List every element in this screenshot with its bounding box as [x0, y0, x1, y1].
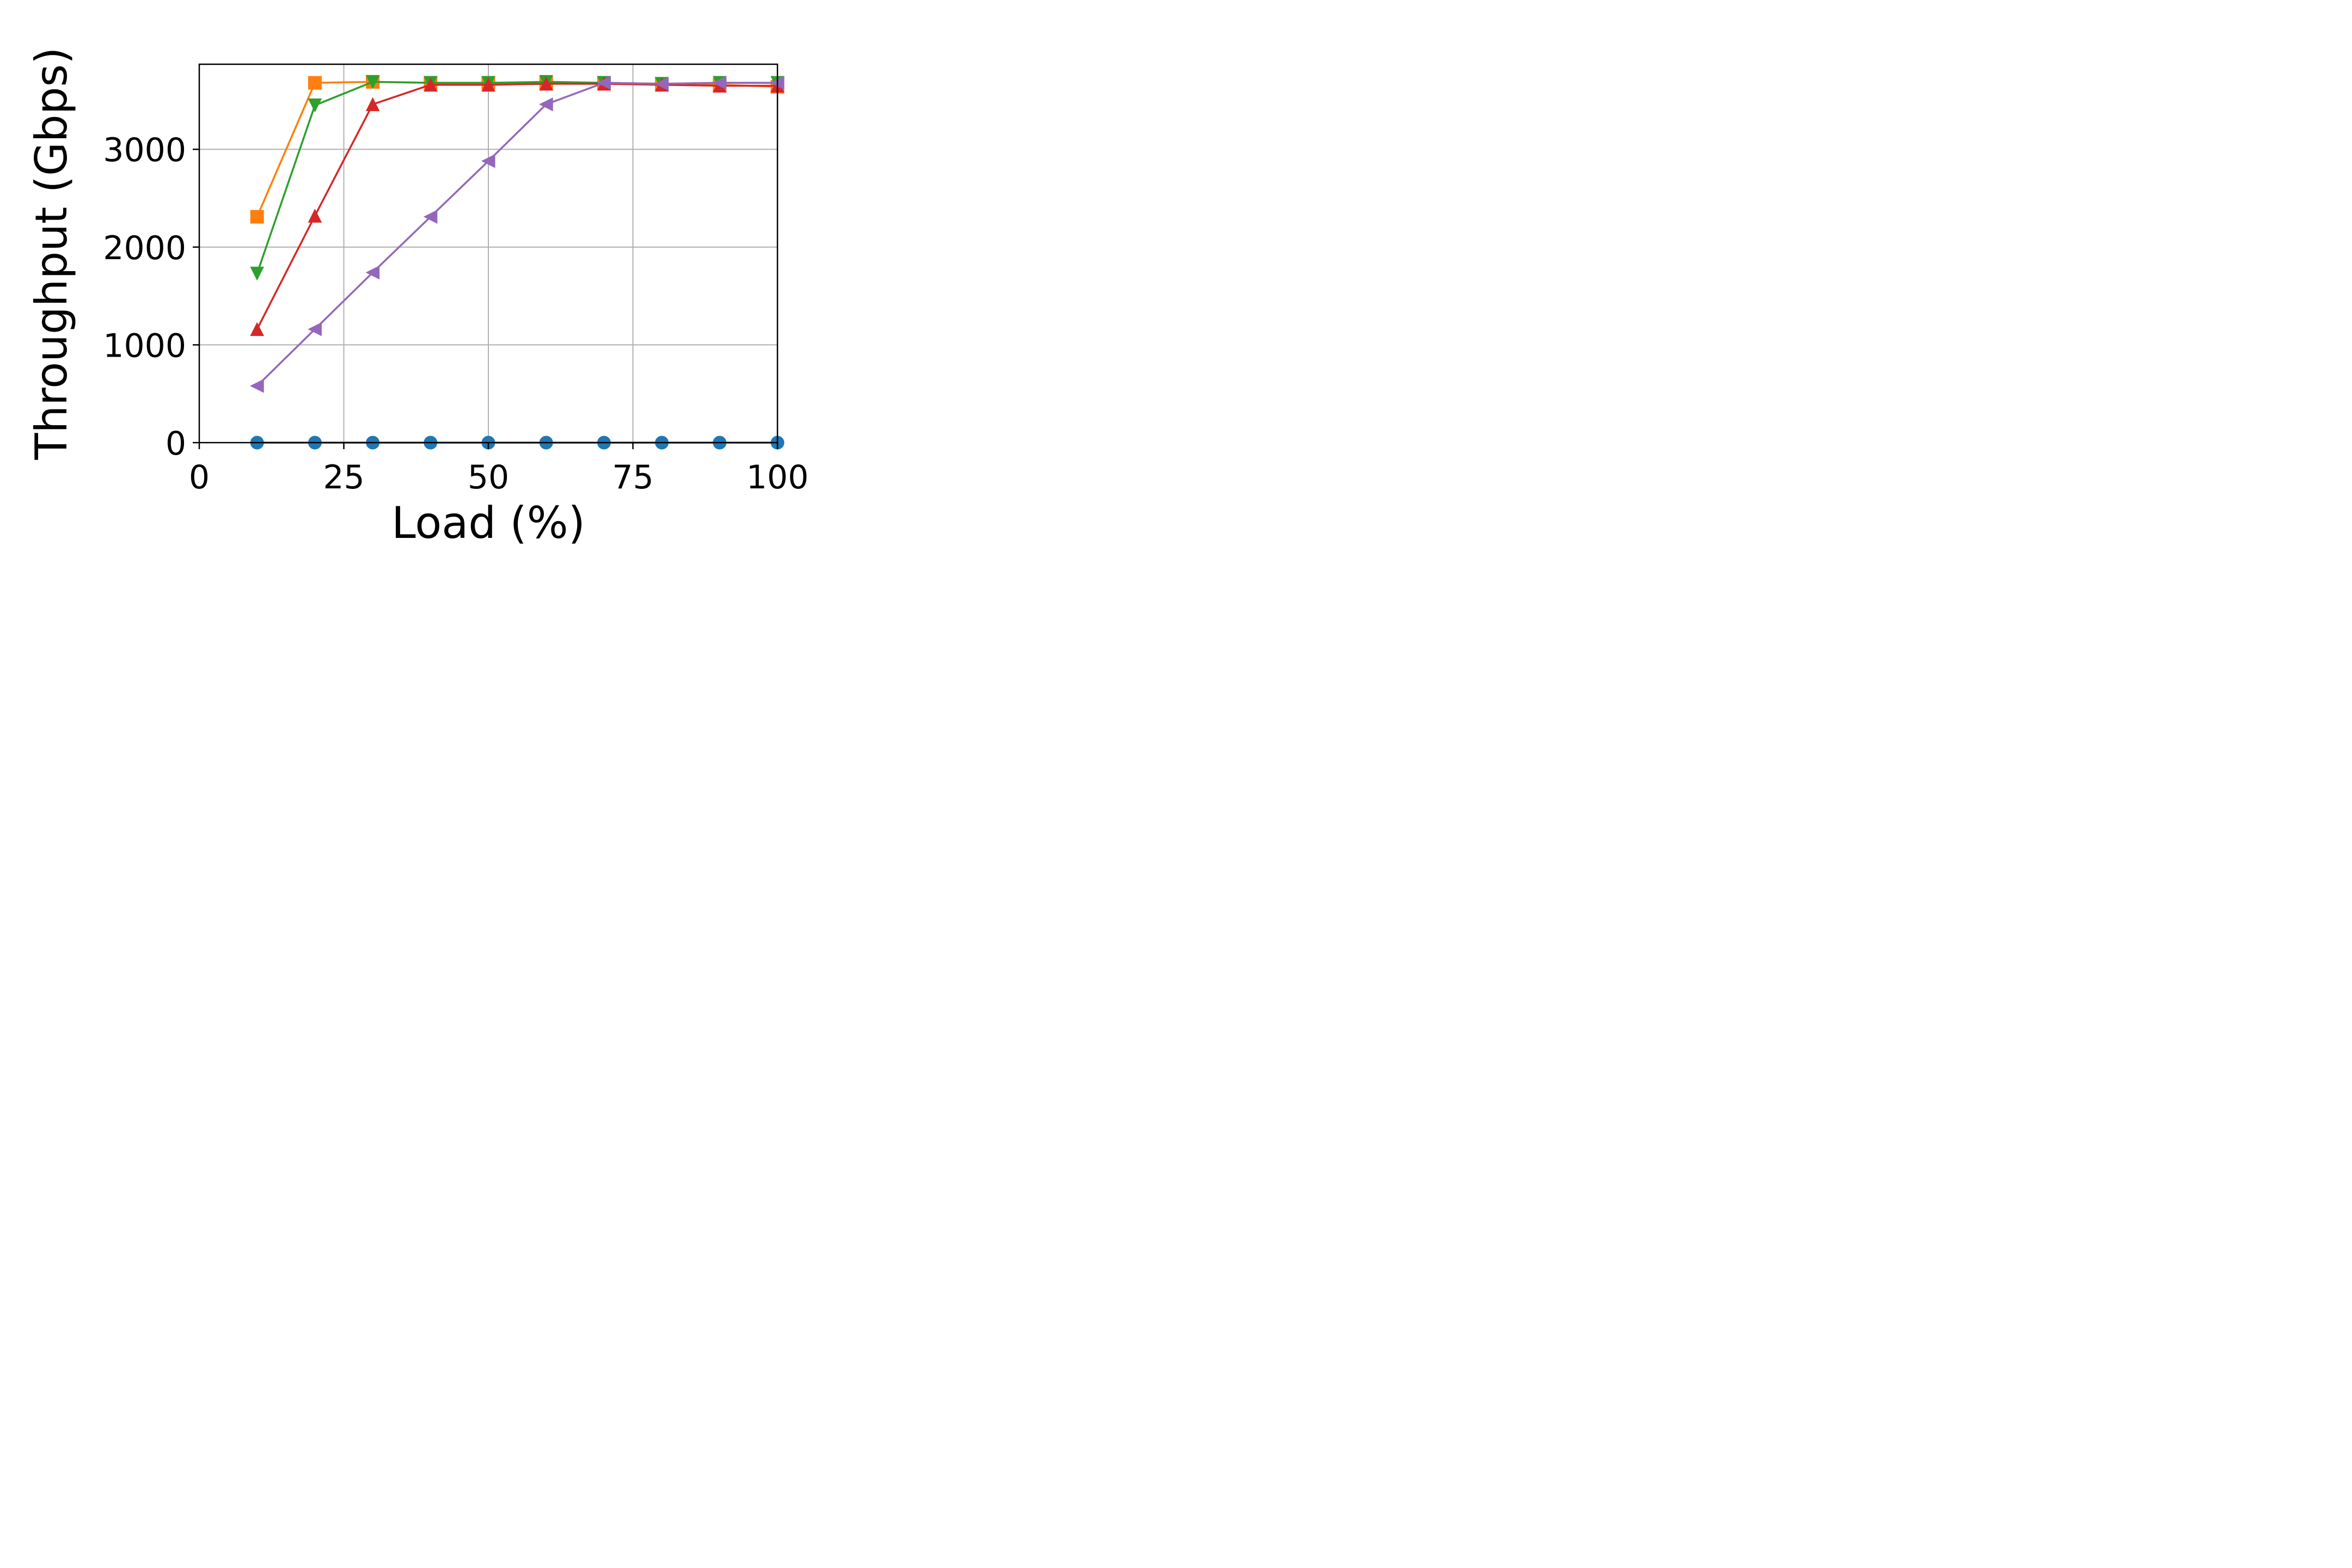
throughput-vs-load-chart: 0 25 50 75 100 0 1000 2000 3000 Load (%) Throug… [26, 47, 808, 548]
series-3-point [539, 76, 554, 91]
series-3-line [256, 83, 777, 330]
y-axis: 0 1000 2000 3000 [103, 131, 199, 463]
series-4-point [365, 265, 380, 280]
series-2 [250, 75, 785, 281]
y-tick-label: 2000 [103, 229, 186, 267]
series-4-line [256, 82, 777, 387]
series-3-point [423, 77, 438, 92]
y-tick-label: 1000 [103, 327, 186, 365]
x-tick-label: 0 [189, 458, 210, 497]
x-axis: 0 25 50 75 100 [189, 443, 808, 497]
series-4-point [423, 210, 438, 224]
x-axis-label: Load (%) [391, 498, 585, 548]
x-tick-label: 50 [468, 458, 509, 497]
series-4-point [250, 379, 264, 393]
x-tick-label: 75 [612, 458, 653, 497]
series-1-point [250, 210, 264, 224]
series-3-point [308, 209, 322, 223]
series-2-point [308, 98, 322, 113]
series-4-point [654, 77, 669, 91]
series-3-point [250, 322, 265, 336]
y-tick-label: 3000 [103, 131, 186, 169]
grid [199, 64, 778, 443]
series-2-point [250, 266, 265, 281]
series-4-point [539, 97, 553, 112]
series-3-point [481, 77, 495, 92]
series-1-point [308, 76, 322, 90]
y-axis-label: Throughput (Gbps) [26, 47, 77, 461]
series-2-point [365, 75, 380, 89]
series-4 [250, 76, 785, 393]
x-tick-label: 100 [746, 458, 809, 497]
y-tick-label: 0 [166, 425, 186, 463]
x-tick-label: 25 [323, 458, 364, 497]
series-3-point [365, 97, 380, 112]
series-3 [250, 76, 785, 336]
series-4-point [481, 154, 495, 168]
series-layer [250, 75, 785, 450]
series-4-point [308, 322, 322, 336]
series-4-point [597, 76, 611, 90]
series-4-point [712, 76, 727, 90]
